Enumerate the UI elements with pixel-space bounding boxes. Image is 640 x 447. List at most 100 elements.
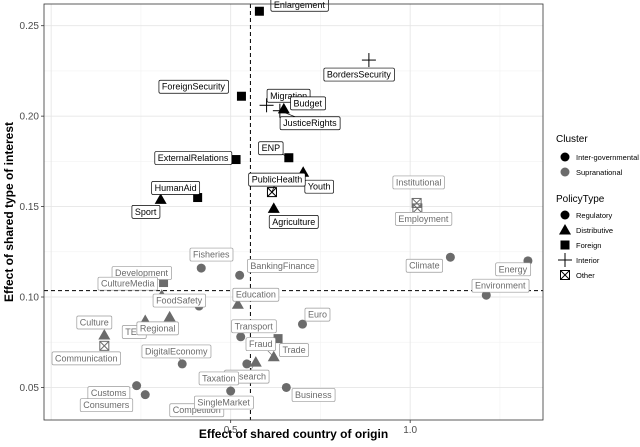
legend: Cluster PolicyType Inter-governmental Sup… [556,134,639,280]
legend-type-key-regulatory [560,210,570,220]
point-label-text: Transport [235,321,274,331]
label-euro: Euro [304,307,331,322]
label-publichealth: PublicHealth [248,172,306,187]
plot-panel-border [43,3,544,421]
point-environment [481,290,491,300]
point-publichealth [266,187,277,198]
legend-type-key-foreign [560,240,570,250]
label-culturemedia: CultureMedia [97,276,158,291]
legend-cluster-key-supranational [560,167,570,177]
point-singlemarket [226,386,236,396]
point-humanaid [193,193,203,203]
label-business: Business [291,388,336,402]
point-label-text: Budget [294,98,323,108]
point-label-text: Consumers [83,400,130,410]
point-label-text: Competition [173,405,221,415]
point-label-text: Regional [140,323,176,333]
label-foodsafety: FoodSafety [152,293,206,308]
point-justicerights [272,103,287,118]
legend-type-key-interior [558,253,572,267]
legend-cluster-title: Cluster [556,134,588,145]
point-label-text: Fraud [249,339,273,349]
label-humanaid: HumanAid [151,181,201,195]
label-agriculture: Agriculture [268,215,319,229]
point-label-text: JusticeRights [283,118,337,128]
point-label-text: Sport [135,207,157,217]
point-business [281,382,291,392]
label-singlemarket: SingleMarket [194,395,254,410]
point-enp [284,153,294,163]
point-externalrelations [231,155,241,165]
point-label-text: BordersSecurity [327,70,392,80]
label-foreignsecurity: ForeignSecurity [158,79,229,94]
point-trade [273,334,283,344]
point-transport [236,332,246,342]
point-label-text: Agriculture [272,217,315,227]
point-label-text: Environment [475,281,526,291]
label-communication: Communication [51,351,121,366]
x-axis-title: Effect of shared country of origin [199,427,388,441]
label-employment: Employment [394,212,453,226]
point-digitaleconomy [177,359,187,369]
legend-cluster-label: Inter-governmental [576,153,639,162]
point-label-text: Culture [80,317,109,327]
point-sport [154,193,167,204]
y-tick-label: 0.15 [20,202,40,213]
point-education [231,298,244,309]
point-label-text: Migration [270,91,307,101]
point-label-text: Fisheries [193,250,230,260]
point-label-text: PublicHealth [252,175,303,185]
label-customs: Customs [87,386,131,400]
point-consumers [140,390,150,400]
point-label-text: Education [236,290,276,300]
point-communication [99,340,110,351]
label-fraud: Fraud [245,337,276,352]
label-justicerights: JusticeRights [279,116,341,131]
label-education: Education [232,287,280,302]
label-sport: Sport [131,204,161,219]
label-enlargement: Enlargement [270,0,329,12]
point-label-text: Customs [91,388,127,398]
axes: 0.05 0.10 0.15 0.20 0.25 0.5 1.0 [20,21,418,436]
label-energy: Energy [495,262,532,277]
label-environment: Environment [471,278,530,293]
legend-cluster-key-inter-governmental [560,152,570,162]
point-label-text: Development [115,268,169,278]
point-label-text: Enlargement [274,0,326,10]
point-fraud [267,350,280,362]
point-label-text: Youth [308,182,331,192]
point-fisheries [196,263,206,273]
point-customs [132,381,142,391]
label-institutional: Institutional [392,175,445,190]
point-regional [163,310,176,322]
y-tick-label: 0.25 [20,21,40,32]
legend-cluster-label: Supranational [576,168,623,177]
point-label-text: Business [295,390,332,400]
point-label-text: Climate [409,261,440,271]
y-tick-label: 0.05 [20,383,40,394]
point-labels: Enlargement BordersSecurity ForeignSecurit… [51,0,532,418]
point-label-text: CultureMedia [101,279,155,289]
point-label-text: ForeignSecurity [162,82,226,92]
y-tick-label: 0.20 [20,112,40,123]
point-label-text: Research [228,372,267,382]
point-development [159,278,169,288]
point-bankingfinance [235,270,245,280]
label-taxation: Taxation [198,371,239,386]
label-fisheries: Fisheries [189,247,234,262]
label-externalrelations: ExternalRelations [154,151,233,165]
point-label-text: BankingFinance [250,261,315,271]
legend-type-key-distributive [559,224,571,235]
point-label-text: HumanAid [155,183,197,193]
point-label-text: Euro [308,310,327,320]
legend-type-label: Distributive [576,226,613,235]
label-consumers: Consumers [79,398,134,413]
label-bankingfinance: BankingFinance [247,258,319,273]
label-culture: Culture [76,315,113,330]
label-regional: Regional [136,321,179,336]
point-label-text: Institutional [396,177,442,187]
point-label-text: DigitalEconomy [145,346,208,356]
point-label-text: FoodSafety [156,296,203,306]
x-tick-label: 1.0 [403,425,417,436]
